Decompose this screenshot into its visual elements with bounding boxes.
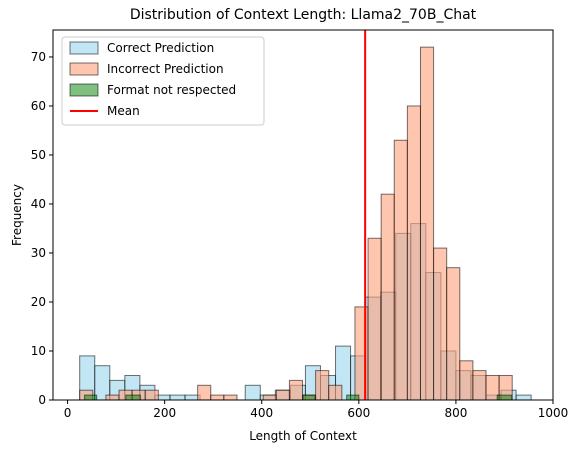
x-axis-title: Length of Context — [249, 429, 357, 443]
legend-label: Format not respected — [107, 83, 236, 97]
bar-incorrect-prediction-28 — [446, 267, 461, 401]
bar-incorrect-prediction-23 — [380, 193, 395, 401]
legend-items: Correct Prediction Incorrect Prediction Fo… — [69, 41, 236, 118]
legend-swatch — [69, 41, 99, 55]
bar-format-not-respected-4 — [496, 394, 513, 401]
x-tick-label: 400 — [250, 406, 273, 420]
x-tick-label: 600 — [347, 406, 370, 420]
y-tick-label: 10 — [31, 344, 46, 358]
x-tick-label: 0 — [64, 406, 72, 420]
legend-swatch — [69, 83, 99, 97]
bar-incorrect-prediction-14 — [262, 394, 277, 401]
bar-correct-prediction-11 — [244, 384, 261, 401]
bar-incorrect-prediction-9 — [197, 384, 212, 401]
x-axis: 0 200 400 600 800 1000 — [64, 400, 569, 420]
bar-format-not-respected-2 — [302, 394, 316, 401]
legend-label: Incorrect Prediction — [107, 62, 224, 76]
bar-incorrect-prediction-19 — [328, 384, 343, 401]
legend-label: Mean — [107, 104, 140, 118]
plot-frame — [52, 29, 554, 401]
bar-incorrect-prediction-29 — [459, 360, 474, 401]
x-tick-label: 800 — [444, 406, 467, 420]
bars-layer — [79, 46, 532, 401]
bar-incorrect-prediction-27 — [433, 247, 448, 401]
y-tick-label: 60 — [31, 99, 46, 113]
y-tick-label: 40 — [31, 197, 46, 211]
bar-incorrect-prediction-22 — [367, 237, 382, 401]
bar-incorrect-prediction-11 — [223, 394, 238, 401]
bar-correct-prediction-29 — [515, 394, 532, 401]
bar-format-not-respected-0 — [84, 394, 98, 401]
y-tick-label: 0 — [38, 393, 46, 407]
bar-incorrect-prediction-10 — [210, 394, 225, 401]
y-tick-label: 70 — [31, 50, 46, 64]
x-tick-label: 200 — [153, 406, 176, 420]
bar-incorrect-prediction-30 — [472, 370, 487, 401]
bar-incorrect-prediction-2 — [105, 394, 120, 401]
bar-format-not-respected-1 — [125, 394, 141, 401]
legend-box — [61, 36, 265, 126]
bar-format-not-respected-3 — [346, 394, 360, 401]
legend-swatch — [69, 62, 99, 76]
y-tick-label: 50 — [31, 148, 46, 162]
bar-incorrect-prediction-26 — [419, 46, 435, 401]
y-tick-label: 30 — [31, 246, 46, 260]
bar-incorrect-prediction-18 — [315, 370, 330, 401]
y-tick-label: 20 — [31, 295, 46, 309]
bar-incorrect-prediction-15 — [275, 389, 290, 401]
bar-correct-prediction-6 — [169, 394, 186, 401]
chart-title: Distribution of Context Length: Llama2_7… — [130, 7, 477, 23]
y-axis: 0 10 20 30 40 50 60 70 — [31, 50, 53, 407]
legend: Correct Prediction Incorrect Prediction Fo… — [61, 36, 265, 126]
bar-incorrect-prediction-5 — [144, 389, 159, 401]
x-tick-label: 1000 — [538, 406, 569, 420]
bar-incorrect-prediction-25 — [406, 105, 421, 401]
bar-incorrect-prediction-16 — [288, 379, 304, 401]
legend-label: Correct Prediction — [107, 41, 214, 55]
bar-incorrect-prediction-24 — [393, 139, 408, 401]
y-axis-title: Frequency — [10, 184, 24, 246]
